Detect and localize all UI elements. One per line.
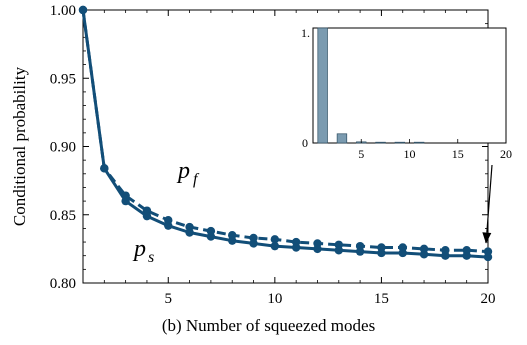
curve-label-pf-main: p xyxy=(176,158,190,184)
inset-arrow xyxy=(482,164,493,244)
data-point-ps xyxy=(441,251,450,260)
data-point-ps xyxy=(398,248,407,258)
y-tick-label: 0.85 xyxy=(50,208,76,224)
y-axis-title: Conditional probability xyxy=(10,66,29,226)
data-point-ps xyxy=(313,244,322,254)
curve-label-pf-sub: f xyxy=(193,171,200,188)
data-point-ps xyxy=(206,232,216,241)
inset-ticks: 0 1. 5 10 15 20 xyxy=(301,26,512,161)
arrow-head xyxy=(482,232,492,244)
x-ticks: 5 10 15 20 xyxy=(103,10,496,307)
inset-bar xyxy=(413,141,425,144)
inset-x-tick-label: 5 xyxy=(358,147,364,161)
x-tick-label: 10 xyxy=(267,291,282,307)
inset-x-tick-label: 10 xyxy=(404,147,416,161)
data-point-ps xyxy=(377,248,386,258)
inset-x-tick-label: 20 xyxy=(500,147,512,161)
inset-y-tick-label: 1. xyxy=(301,26,310,40)
data-point-ps xyxy=(142,211,152,221)
inset-y-tick-label: 0 xyxy=(302,136,308,150)
y-tick-label: 0.95 xyxy=(50,71,76,87)
data-point-ps xyxy=(100,164,109,173)
inset-x-tick-label: 15 xyxy=(452,147,464,161)
data-point-ps xyxy=(462,251,471,260)
data-point-pf xyxy=(270,235,280,244)
data-point-ps xyxy=(78,5,88,15)
x-axis-caption: (b) Number of squeezed modes xyxy=(162,316,375,335)
y-ticks: 0.80 0.85 0.90 0.95 1.00 xyxy=(50,3,488,292)
data-point-ps xyxy=(249,239,258,248)
data-point-ps xyxy=(185,228,194,237)
x-tick-label: 20 xyxy=(481,291,496,307)
data-point-ps xyxy=(291,243,301,252)
inset-bar xyxy=(375,141,386,144)
curve-label-ps-main: p xyxy=(132,236,146,262)
data-point-ps xyxy=(355,247,365,256)
data-point-ps xyxy=(270,241,280,251)
inset-chart: 0 1. 5 10 15 20 xyxy=(301,26,512,161)
main-chart: 5 10 15 20 0.80 0.85 0.90 0.95 1.00 Conditional… xyxy=(10,3,496,335)
y-tick-label: 1.00 xyxy=(50,3,76,19)
data-point-ps xyxy=(164,221,173,230)
data-point-ps xyxy=(228,236,237,245)
x-tick-label: 5 xyxy=(165,291,173,307)
inset-frame xyxy=(312,27,507,144)
x-tick-label: 15 xyxy=(374,291,389,307)
inset-bar xyxy=(394,141,406,144)
data-point-ps xyxy=(483,252,493,262)
y-tick-label: 0.80 xyxy=(50,276,76,292)
data-point-ps xyxy=(121,196,130,206)
data-point-ps xyxy=(334,246,343,255)
inset-bar xyxy=(317,27,328,144)
inset-bar xyxy=(336,133,348,144)
series-layer xyxy=(78,5,493,262)
data-point-ps xyxy=(419,250,429,259)
y-tick-label: 0.90 xyxy=(50,140,76,156)
arrow-line xyxy=(486,164,493,233)
curve-label-ps-sub: s xyxy=(148,249,154,266)
